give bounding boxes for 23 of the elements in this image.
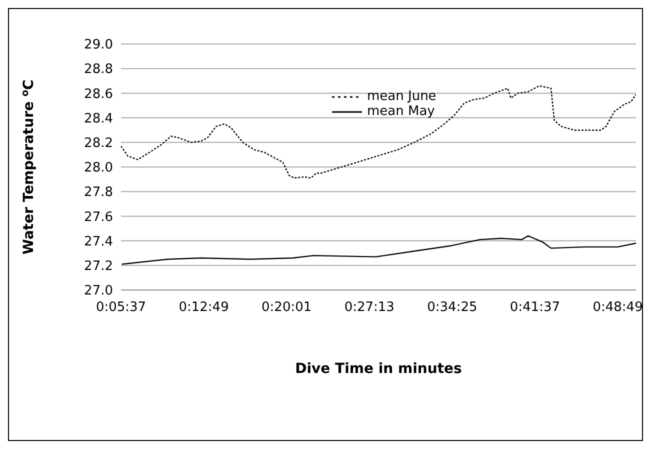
x-tick-label: 0:27:13 [344, 300, 394, 316]
x-axis-title: Dive Time in minutes [295, 361, 462, 377]
y-tick-label: 28.8 [84, 62, 113, 78]
x-tick-label: 0:48:49 [592, 300, 643, 316]
y-tick-label: 28.6 [84, 86, 113, 102]
y-tick-label: 27.2 [84, 259, 113, 274]
y-tick-label: 27.0 [84, 284, 113, 299]
x-tick-label: 0:05:37 [96, 300, 146, 316]
y-tick-label: 27.4 [84, 234, 113, 250]
x-tick-label: 0:20:01 [262, 300, 312, 316]
y-tick-label: 28.4 [84, 111, 113, 126]
legend-label: mean June [367, 89, 436, 104]
legend-label: mean May [367, 104, 435, 119]
x-tick-label: 0:34:25 [427, 300, 478, 316]
y-tick-label: 28.0 [84, 160, 113, 176]
line-series [121, 85, 636, 179]
x-tick-label: 0:12:49 [178, 300, 229, 316]
y-tick-label: 27.8 [84, 185, 113, 200]
y-tick-label: 27.6 [84, 210, 113, 225]
line-series [121, 235, 636, 265]
y-tick-label: 28.2 [84, 136, 113, 152]
y-tick-label: 29.0 [84, 38, 113, 53]
x-tick-label: 0:41:37 [510, 300, 560, 316]
